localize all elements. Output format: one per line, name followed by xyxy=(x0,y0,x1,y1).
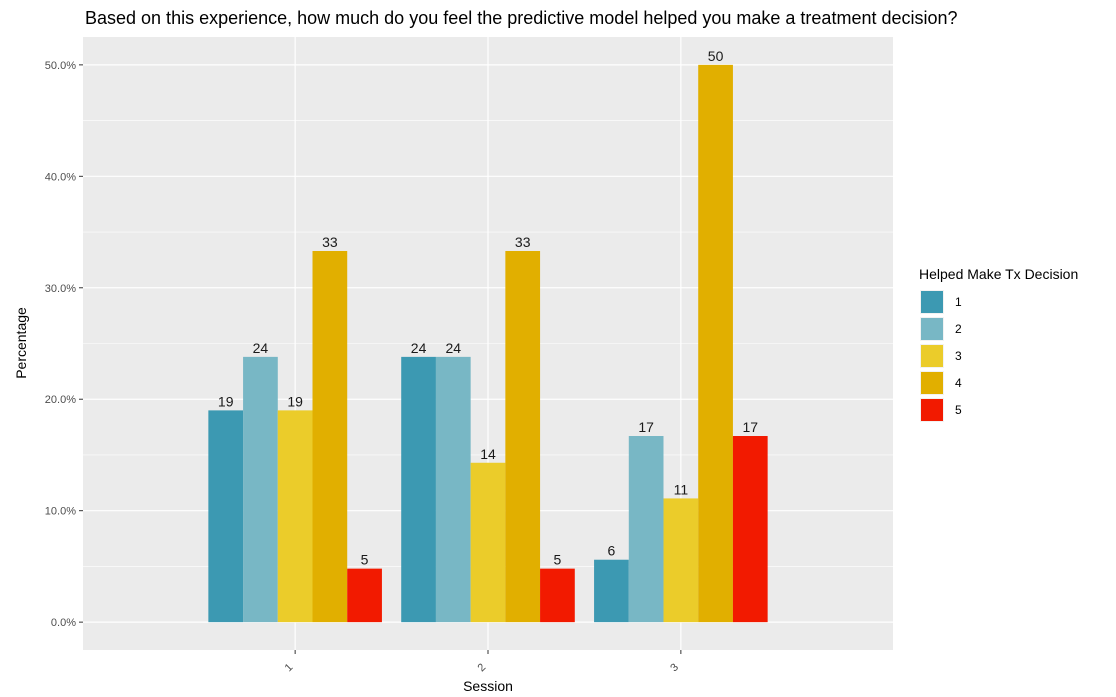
data-label: 33 xyxy=(322,234,338,250)
bars xyxy=(208,64,768,623)
y-axis-label: Percentage xyxy=(13,307,29,379)
data-label: 33 xyxy=(515,234,531,250)
legend-key xyxy=(921,372,943,394)
legend-label: 2 xyxy=(955,322,962,336)
legend-label: 4 xyxy=(955,376,962,390)
bar xyxy=(628,436,664,623)
legend-key xyxy=(921,291,943,313)
x-axis: 1 2 3 xyxy=(283,650,682,674)
data-label: 24 xyxy=(411,340,427,356)
data-label: 24 xyxy=(445,340,461,356)
y-tick-label: 50.0% xyxy=(45,60,76,72)
y-tick-label: 20.0% xyxy=(45,394,76,406)
legend-key xyxy=(921,345,943,367)
bar xyxy=(594,559,629,623)
bar xyxy=(312,250,348,623)
y-tick-label: 10.0% xyxy=(45,506,76,518)
y-tick-label: 30.0% xyxy=(45,283,76,295)
bar xyxy=(732,436,768,623)
legend-label: 5 xyxy=(955,403,962,417)
data-label: 17 xyxy=(742,419,758,435)
bar xyxy=(347,568,382,623)
x-tick-label: 1 xyxy=(283,661,296,674)
bar xyxy=(435,356,471,623)
data-label: 5 xyxy=(361,552,369,568)
bar xyxy=(243,356,278,623)
data-label: 24 xyxy=(253,340,269,356)
x-tick-label: 2 xyxy=(475,661,488,674)
legend-key xyxy=(921,318,943,340)
y-tick-label: 40.0% xyxy=(45,171,76,183)
legend: Helped Make Tx Decision 1 2 3 4 5 xyxy=(919,266,1078,422)
data-label: 5 xyxy=(554,552,562,568)
data-label: 11 xyxy=(674,481,689,497)
data-label: 6 xyxy=(608,543,616,559)
bar xyxy=(663,498,699,623)
legend-key xyxy=(921,399,943,421)
bar xyxy=(401,356,436,623)
data-label: 14 xyxy=(480,446,496,462)
data-labels: 19 24 6 24 24 17 19 14 11 33 33 50 5 5 17 xyxy=(218,48,758,568)
legend-label: 1 xyxy=(955,295,962,309)
y-tick-label: 0.0% xyxy=(51,617,76,629)
x-tick-label: 3 xyxy=(668,661,681,674)
bar xyxy=(505,250,541,623)
chart-title: Based on this experience, how much do yo… xyxy=(85,8,958,28)
y-axis: 0.0% 10.0% 20.0% 30.0% 40.0% 50.0% xyxy=(45,60,83,629)
data-label: 19 xyxy=(218,393,234,409)
data-label: 17 xyxy=(638,419,654,435)
data-label: 19 xyxy=(287,393,303,409)
legend-label: 3 xyxy=(955,349,962,363)
bar xyxy=(540,568,575,623)
bar xyxy=(698,64,733,623)
x-axis-label: Session xyxy=(463,678,513,694)
bar xyxy=(470,462,506,623)
bar xyxy=(277,410,313,623)
legend-title: Helped Make Tx Decision xyxy=(919,266,1078,282)
data-label: 50 xyxy=(708,48,724,64)
bar xyxy=(208,410,244,623)
